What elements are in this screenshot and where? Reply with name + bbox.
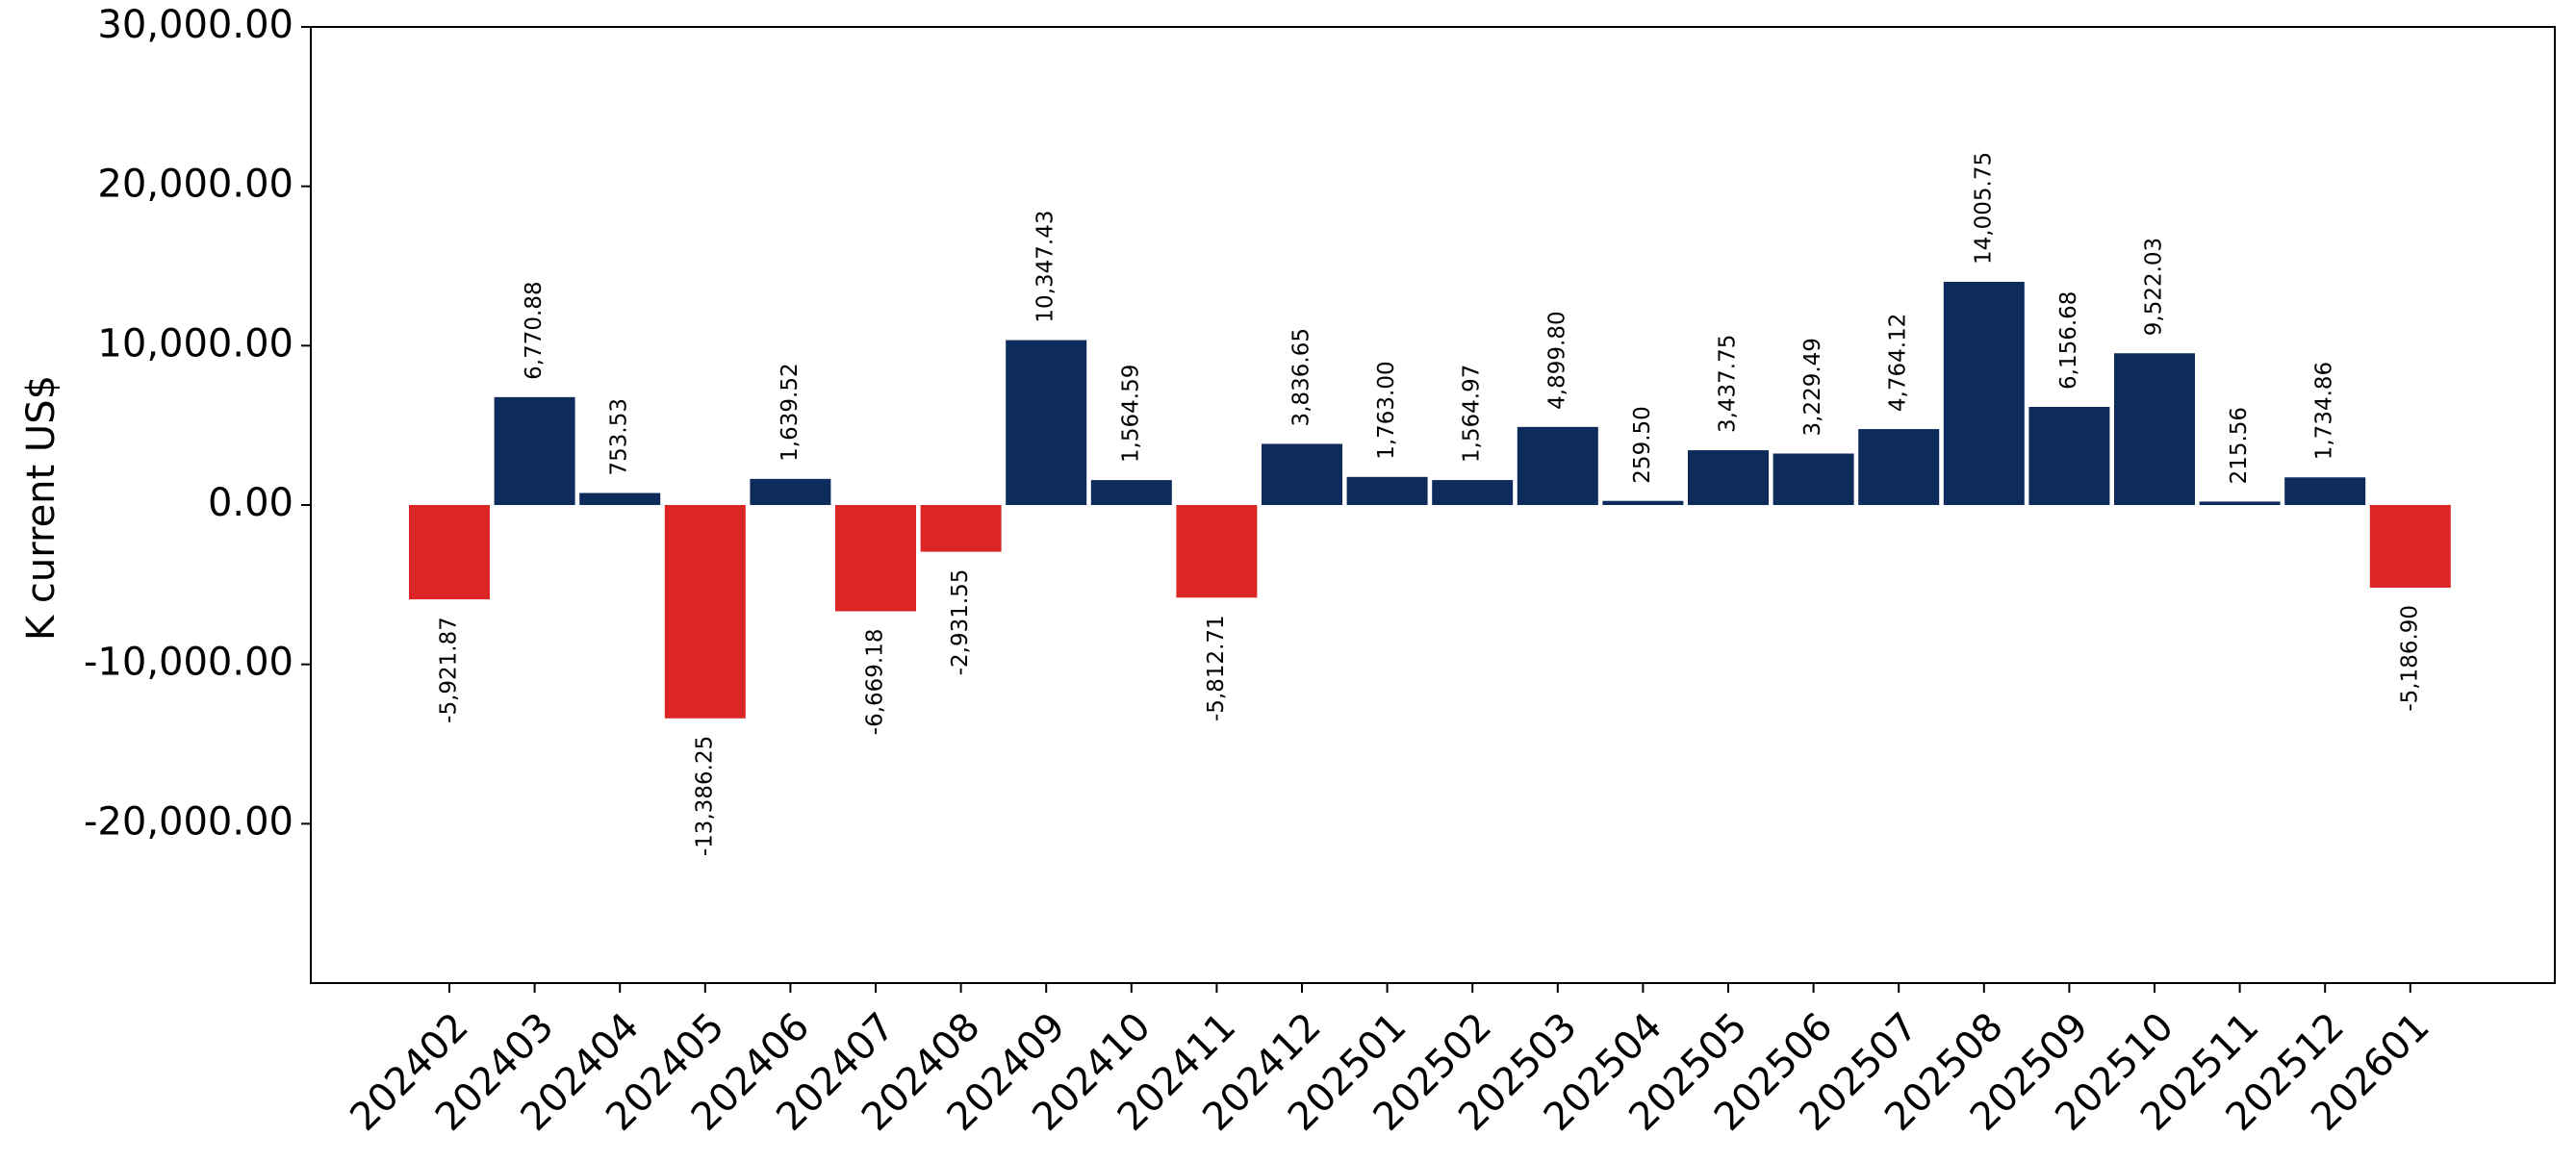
y-tick-label: -20,000.00 [84, 799, 293, 844]
bar-value-label: 215.56 [2227, 407, 2252, 484]
bar-value-label: -5,186.90 [2397, 605, 2422, 712]
y-tick-label: 10,000.00 [97, 321, 293, 366]
bar [494, 396, 575, 505]
bar-value-label: 1,564.59 [1118, 365, 1143, 463]
bar-value-label: 259.50 [1630, 406, 1655, 483]
bar-value-label: 1,763.00 [1374, 361, 1399, 459]
bar [1262, 443, 1342, 505]
bar-value-label: 1,734.86 [2312, 362, 2337, 460]
bar [1090, 480, 1172, 505]
bar [1006, 340, 1087, 505]
bar-value-label: 6,770.88 [522, 281, 547, 379]
bar [1858, 429, 1940, 505]
bar [2114, 353, 2195, 505]
bar [579, 493, 661, 505]
bar [920, 505, 1002, 552]
y-axis-title: K current US$ [19, 375, 64, 641]
bar-value-label: 753.53 [607, 398, 632, 475]
x-axis-ticks: 2024022024032024042024052024062024072024… [342, 983, 2438, 1140]
bar-value-label: 3,836.65 [1289, 328, 1314, 426]
bar-value-label: -5,921.87 [437, 617, 462, 723]
bar-value-label: 9,522.03 [2142, 238, 2167, 336]
bar [2284, 477, 2366, 505]
bar [1432, 480, 1514, 505]
bar-value-label: -6,669.18 [863, 628, 888, 735]
bar-value-label: -2,931.55 [948, 569, 973, 676]
bar [409, 505, 490, 600]
bar-value-label: 14,005.75 [1971, 152, 1996, 265]
bar-value-label: 4,899.80 [1544, 311, 1569, 409]
bar [1688, 450, 1769, 505]
bar [1176, 505, 1258, 598]
bar-value-label: 6,156.68 [2056, 291, 2081, 390]
y-tick-label: 20,000.00 [97, 163, 293, 207]
bar-value-label: 1,564.97 [1460, 365, 1485, 463]
y-tick-label: -10,000.00 [84, 641, 293, 685]
bar [1517, 426, 1598, 505]
y-tick-label: 30,000.00 [97, 3, 293, 47]
bars [409, 281, 2451, 719]
bar-value-label: 10,347.43 [1033, 211, 1058, 323]
bar-value-label: -5,812.71 [1204, 615, 1229, 721]
bar [1943, 281, 2025, 505]
bar [2369, 505, 2451, 588]
bar [1773, 453, 1854, 505]
bar [835, 505, 916, 612]
bar [2028, 407, 2110, 505]
y-axis-ticks: -20,000.00 -10,000.00 0.00 10,000.00 20,000.… [84, 3, 311, 844]
bar [1346, 476, 1428, 505]
bar [750, 478, 831, 505]
data-labels: -5,921.87 6,770.88 753.53 -13,386.25 1,639.5… [437, 152, 2423, 856]
bar-value-label: -13,386.25 [692, 736, 717, 856]
bar [2199, 501, 2281, 505]
bar [1602, 500, 1684, 505]
bar-value-label: 1,639.52 [778, 363, 803, 461]
y-tick-label: 0.00 [208, 481, 293, 525]
bar-value-label: 3,437.75 [1716, 335, 1741, 433]
bar-value-label: 3,229.49 [1800, 338, 1825, 436]
bar-value-label: 4,764.12 [1886, 314, 1911, 412]
bar [664, 505, 746, 719]
